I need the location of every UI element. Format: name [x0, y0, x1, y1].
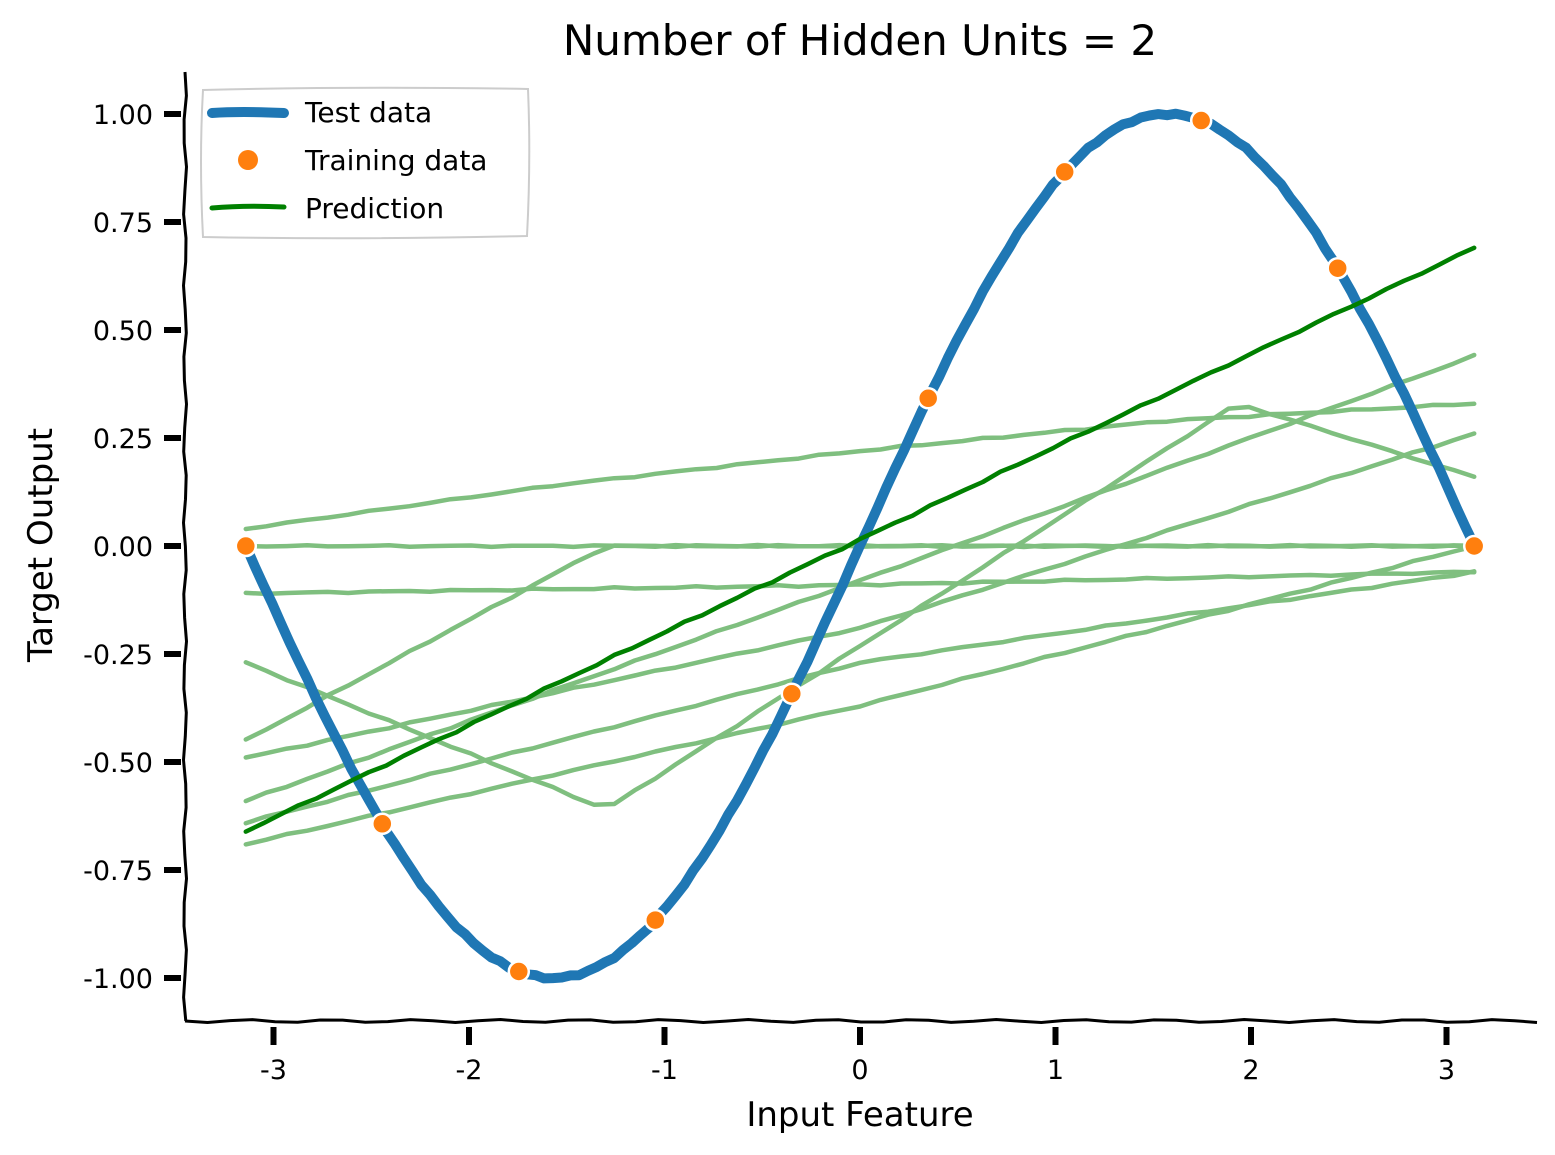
- training-data-point: [1326, 256, 1349, 280]
- y-tick-label: 0.25: [93, 424, 153, 455]
- ensemble-prediction-line: [243, 569, 1477, 597]
- y-tick-label: 0.00: [93, 532, 153, 563]
- y-axis-line: [181, 71, 189, 1022]
- y-axis-label: Target Output: [21, 428, 61, 663]
- x-tick-label: -1: [651, 1055, 678, 1086]
- legend-swatch-training-data: [238, 150, 258, 170]
- chart-title: Number of Hidden Units = 2: [563, 16, 1157, 65]
- legend-label-test-data: Test data: [304, 96, 432, 129]
- x-axis-line: [184, 1017, 1538, 1025]
- training-data-point: [1462, 534, 1486, 558]
- x-tick-label: 0: [851, 1055, 868, 1086]
- y-tick-label: 0.50: [93, 316, 153, 347]
- x-axis-label: Input Feature: [746, 1095, 973, 1135]
- prediction-line: [243, 245, 1477, 834]
- legend-swatch-test-data: [207, 107, 289, 118]
- y-tick-label: -0.75: [83, 856, 153, 887]
- x-tick-label: 2: [1242, 1055, 1259, 1086]
- legend-label-training-data: Training data: [304, 144, 487, 177]
- ensemble-prediction-line: [243, 404, 1477, 807]
- ensemble-prediction-line: [243, 544, 1477, 847]
- training-data-point: [780, 682, 804, 705]
- x-tick-label: 1: [1047, 1055, 1064, 1086]
- y-tick-label: 0.75: [93, 208, 153, 239]
- test-data-line: [241, 108, 1479, 984]
- y-tick-label: -1.00: [83, 964, 153, 995]
- ensemble-prediction-line: [243, 352, 1477, 804]
- x-tick-label: 3: [1438, 1055, 1455, 1086]
- legend: Test data Training data Prediction: [200, 86, 531, 240]
- legend-frame: [200, 86, 531, 240]
- legend-label-prediction: Prediction: [305, 192, 444, 225]
- x-tick-label: -3: [260, 1055, 287, 1086]
- training-data-point: [1189, 109, 1213, 132]
- training-data-point: [234, 534, 258, 558]
- training-data-point: [1053, 160, 1076, 184]
- plot-area: [234, 108, 1486, 984]
- legend-swatch-prediction: [209, 203, 287, 211]
- training-data-point: [916, 387, 940, 410]
- x-tick-label: -2: [456, 1055, 483, 1086]
- training-data-point: [371, 812, 394, 836]
- axes: 1.00 0.75 0.50 0.25 0.00 -0.25 -0.50 -0.75 -1.00…: [83, 71, 1538, 1086]
- training-data-point: [644, 908, 667, 932]
- y-tick-label: 1.00: [93, 100, 153, 131]
- y-tick-label: -0.25: [83, 640, 153, 671]
- training-data-point: [507, 960, 531, 983]
- y-tick-label: -0.50: [83, 748, 153, 779]
- ensemble-prediction-line: [243, 431, 1477, 760]
